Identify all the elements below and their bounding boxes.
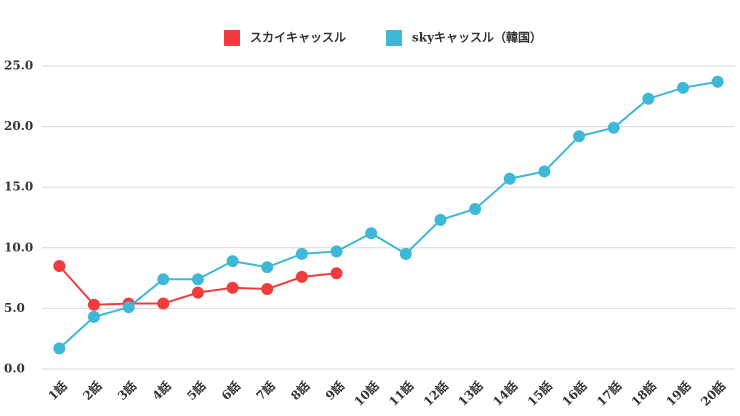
legend-swatch <box>224 30 240 46</box>
x-tick-label: 12話 <box>420 378 451 409</box>
y-tick-label: 25.0 <box>4 59 33 73</box>
x-tick-label: 13話 <box>455 378 486 409</box>
data-point <box>469 203 482 216</box>
y-tick-label: 10.0 <box>4 240 33 254</box>
x-tick-label: 3話 <box>114 378 139 403</box>
data-point <box>295 247 308 260</box>
data-point <box>261 283 274 296</box>
data-point <box>226 281 239 294</box>
data-point <box>53 259 66 272</box>
x-tick-label: 1話 <box>45 378 70 403</box>
x-tick-label: 7話 <box>253 378 278 403</box>
data-point <box>261 261 274 274</box>
data-point <box>330 245 343 258</box>
y-tick-label: 20.0 <box>4 119 33 133</box>
data-point <box>53 342 66 355</box>
x-tick-label: 19話 <box>663 378 694 409</box>
data-point <box>226 255 239 268</box>
legend-swatch <box>386 30 402 46</box>
y-tick-label: 0.0 <box>4 362 25 376</box>
data-point <box>538 165 551 178</box>
data-point <box>87 298 100 311</box>
data-point <box>191 273 204 286</box>
x-tick-label: 10話 <box>351 378 382 409</box>
data-point <box>330 267 343 280</box>
x-tick-label: 4話 <box>149 378 174 403</box>
x-tick-label: 18話 <box>628 378 659 409</box>
data-point <box>399 247 412 260</box>
x-tick-label: 5話 <box>184 378 209 403</box>
x-tick-label: 15話 <box>524 378 555 409</box>
x-tick-label: 16話 <box>559 378 590 409</box>
x-tick-label: 2話 <box>80 378 105 403</box>
x-tick-label: 9話 <box>322 378 347 403</box>
x-tick-label: 8話 <box>287 378 312 403</box>
data-point <box>157 273 170 286</box>
x-tick-label: 17話 <box>593 378 624 409</box>
legend-label: スカイキャッスル <box>250 31 346 45</box>
data-point <box>607 121 620 134</box>
series-line <box>58 265 337 306</box>
data-point <box>122 301 135 314</box>
data-point <box>677 81 690 94</box>
data-point <box>87 310 100 323</box>
data-point <box>642 92 655 105</box>
data-point <box>365 227 378 240</box>
x-tick-label: 11話 <box>386 378 417 409</box>
x-tick-label: 14話 <box>489 378 520 409</box>
legend-label: skyキャッスル（韓国） <box>412 30 542 45</box>
y-tick-label: 5.0 <box>4 301 25 315</box>
data-point <box>157 297 170 310</box>
x-tick-label: 20話 <box>697 378 728 409</box>
x-tick-label: 6話 <box>218 378 243 403</box>
data-point <box>711 75 724 88</box>
data-point <box>191 286 204 299</box>
data-point <box>573 130 586 143</box>
data-point <box>434 213 447 226</box>
data-point <box>295 270 308 283</box>
data-point <box>503 172 516 185</box>
y-tick-label: 15.0 <box>4 180 33 194</box>
